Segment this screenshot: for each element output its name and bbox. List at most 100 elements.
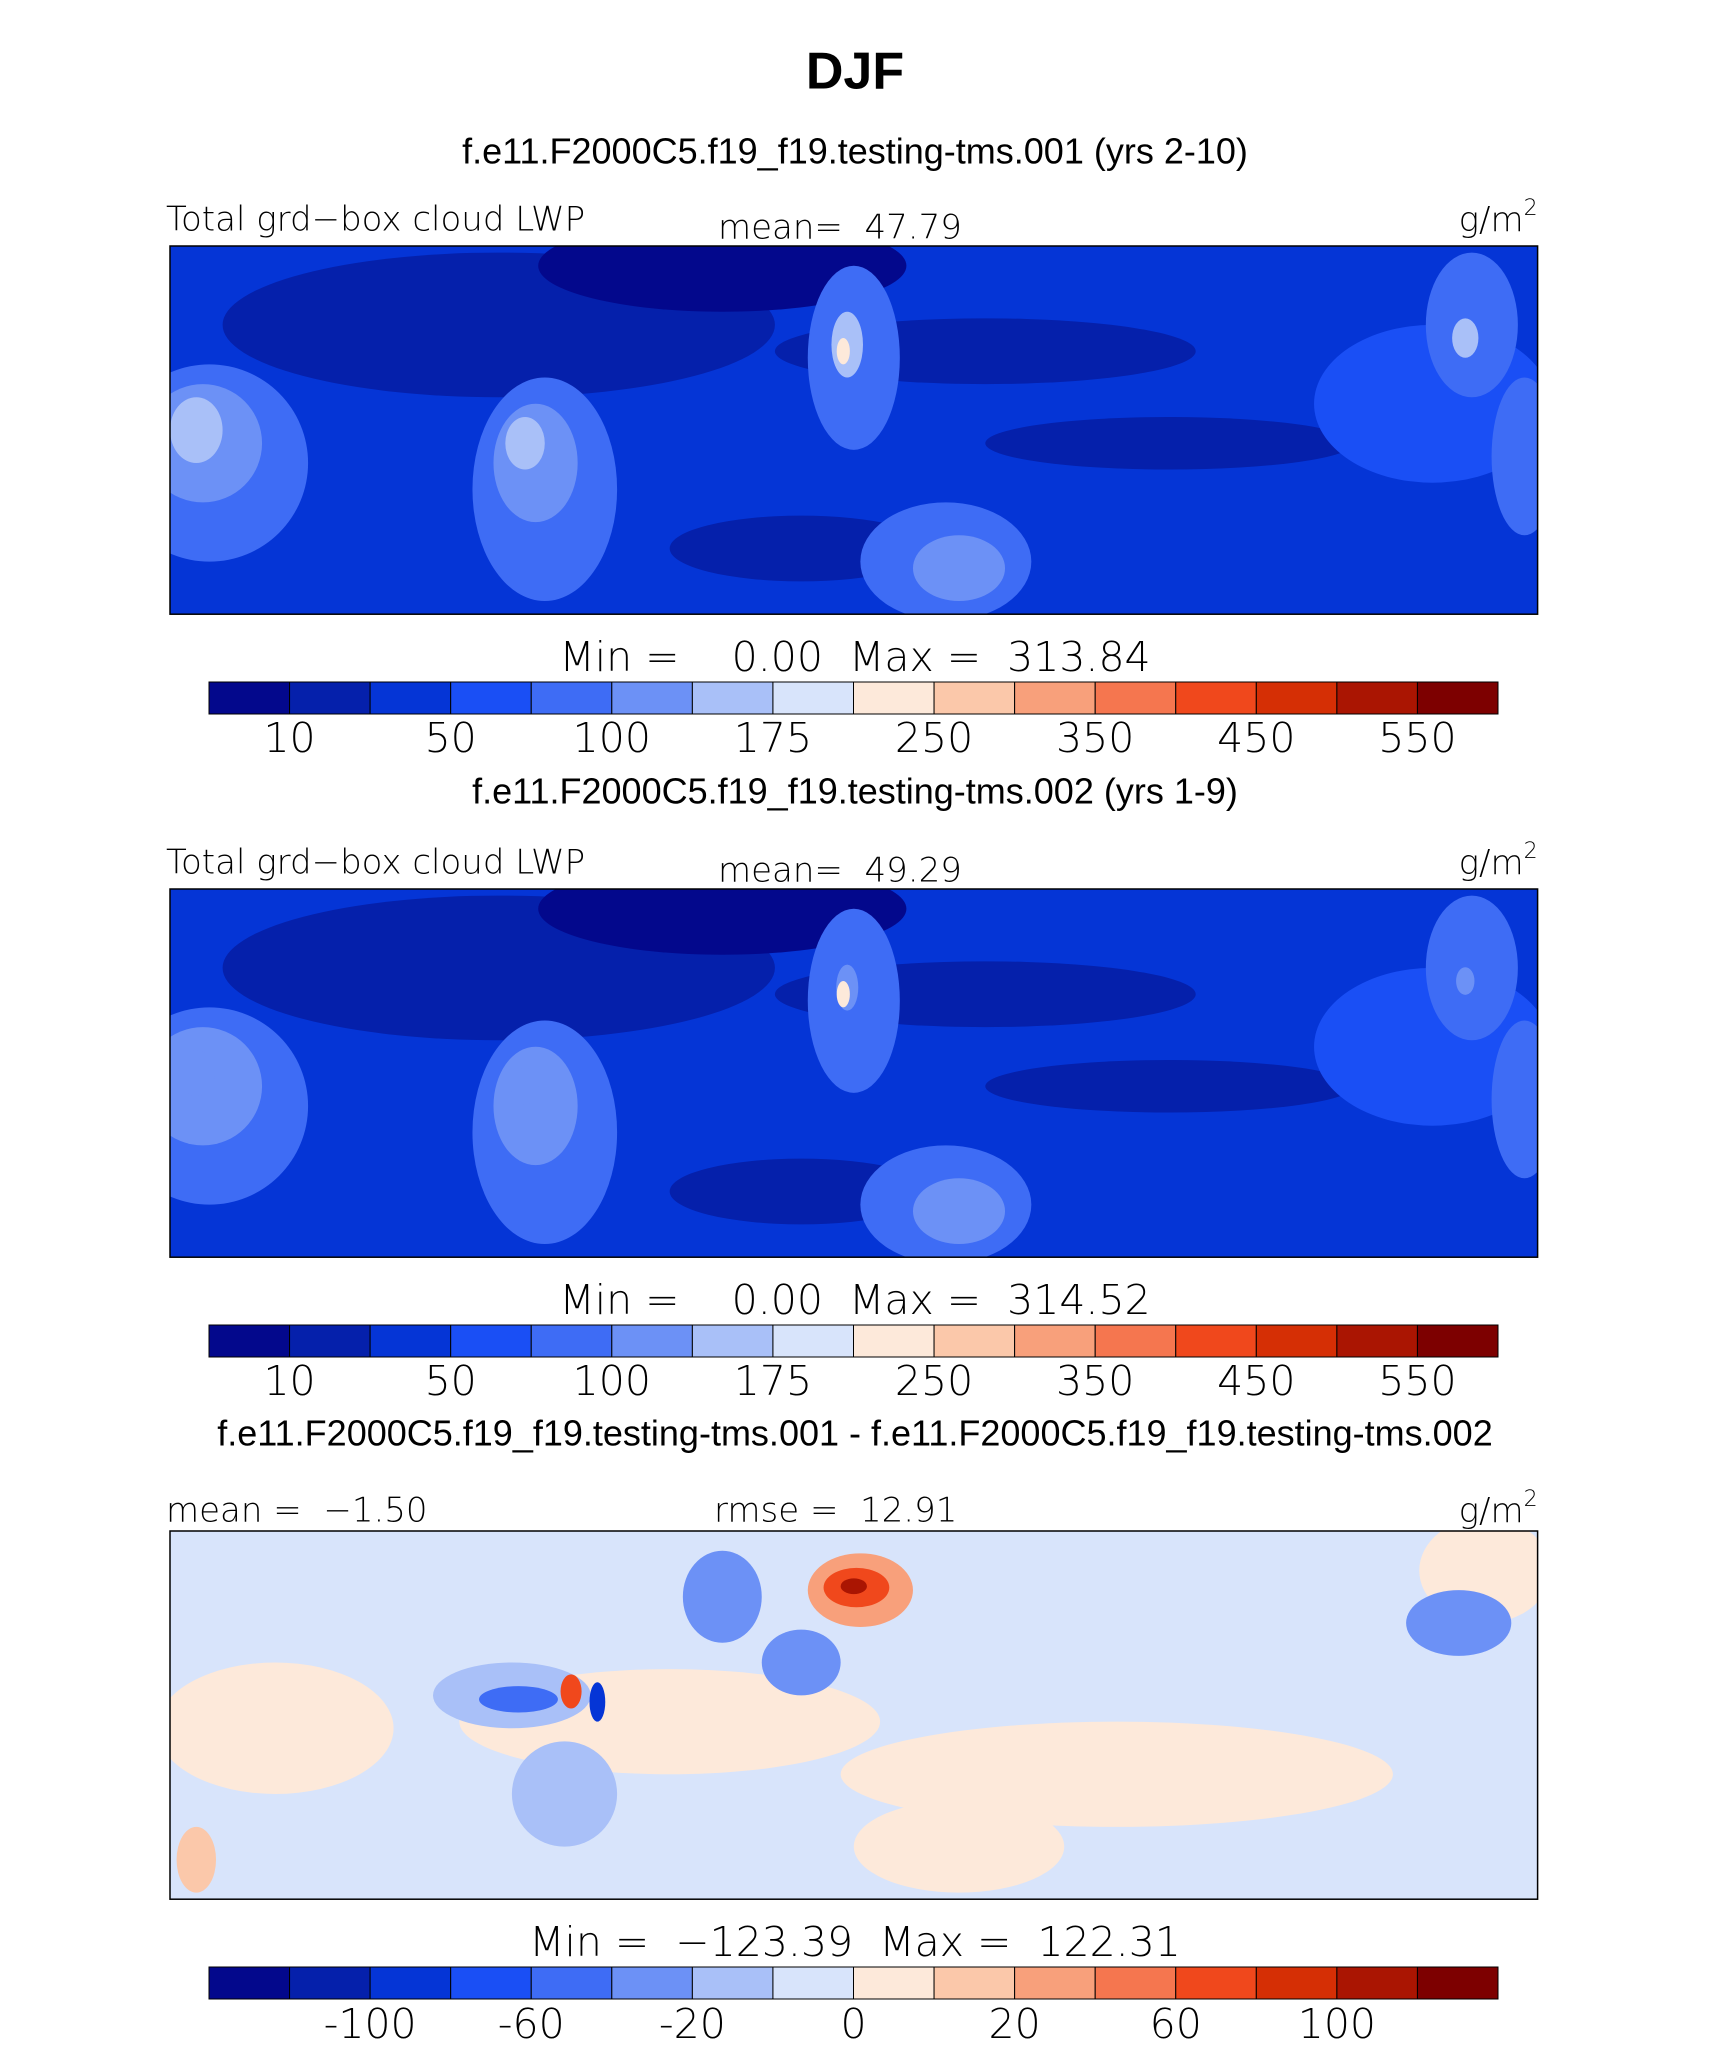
colorbar-box	[933, 681, 1016, 715]
colorbar-box	[853, 1324, 935, 1358]
colorbar-box	[1175, 1966, 1257, 2000]
field-region	[761, 1629, 841, 1696]
field-region	[176, 1826, 217, 1893]
units: g/m	[1459, 1491, 1524, 1531]
units: g/m	[1459, 843, 1524, 883]
colorbar-box	[1014, 1324, 1096, 1358]
map-frame	[169, 1530, 1539, 1900]
units-label: g/m2	[1459, 1487, 1538, 1531]
colorbar-box	[772, 1966, 854, 2000]
map-field	[170, 1531, 1538, 1900]
colorbar-label: -20	[659, 2000, 726, 2048]
panel-subtitle: f.e11.F2000C5.f19_f19.testing-tms.001 (y…	[462, 131, 1248, 172]
field-region	[538, 889, 907, 955]
colorbar-label: 60	[1150, 2000, 1202, 2048]
colorbar-box	[369, 681, 452, 715]
units: g/m	[1459, 200, 1524, 240]
field-region	[912, 1178, 1006, 1245]
field-region	[1491, 377, 1538, 536]
field-region	[853, 1800, 1065, 1893]
colorbar-box	[691, 681, 774, 715]
colorbar-box	[611, 681, 693, 715]
field-region	[840, 1578, 867, 1595]
colorbar-box	[1416, 1966, 1499, 2000]
colorbar-box	[208, 1966, 291, 2000]
left-label: mean = −1.50	[166, 1491, 428, 1531]
colorbar-box	[1255, 1324, 1338, 1358]
colorbar-box	[530, 1324, 613, 1358]
colorbar-box	[369, 1324, 452, 1358]
colorbar-box	[1014, 1966, 1096, 2000]
field-region	[493, 1046, 578, 1166]
left-label: Total grd−box cloud LWP	[166, 843, 585, 883]
colorbar-box	[853, 1966, 935, 2000]
colorbar-label: 10	[263, 714, 315, 762]
field-region	[170, 397, 223, 463]
units-label: g/m2	[1459, 839, 1538, 883]
colorbar-box	[691, 1324, 774, 1358]
colorbar-label: 250	[895, 1357, 973, 1405]
map-field	[170, 889, 1538, 1258]
colorbar-label: 20	[989, 2000, 1041, 2048]
colorbar-label: 550	[1378, 1357, 1456, 1405]
colorbar-box	[530, 1966, 613, 2000]
colorbar-label: 100	[1298, 2000, 1376, 2048]
center-label: mean= 47.79	[718, 208, 962, 248]
colorbar-label: 100	[573, 714, 651, 762]
map-shapes	[170, 889, 1538, 1258]
field-region	[505, 416, 545, 470]
colorbar-label: 0	[840, 2000, 866, 2048]
min-max-label: Min = 0.00 Max = 313.84	[559, 633, 1150, 681]
figure-title: DJF	[806, 43, 904, 101]
field-region	[912, 535, 1006, 602]
field-region	[836, 981, 850, 1008]
colorbar-box	[289, 1966, 371, 2000]
colorbar-box	[1255, 681, 1338, 715]
field-region	[1491, 1020, 1538, 1179]
min-max-label: Min = −123.39 Max = 122.31	[529, 1918, 1181, 1966]
field-region	[1406, 1590, 1512, 1656]
colorbar-label: 450	[1217, 1357, 1295, 1405]
colorbar-box	[450, 1324, 532, 1358]
colorbar-box	[530, 681, 613, 715]
colorbar-label: 250	[895, 714, 973, 762]
colorbar-label: 50	[425, 714, 477, 762]
field-region	[177, 1050, 215, 1097]
field-region	[511, 1067, 539, 1105]
field-region	[170, 1662, 394, 1794]
colorbar-box	[1416, 681, 1499, 715]
colorbar-box	[853, 681, 935, 715]
map-frame	[169, 888, 1539, 1258]
field-region	[560, 1674, 582, 1709]
colorbar-box	[611, 1966, 693, 2000]
field-region	[511, 1741, 618, 1847]
colorbar-box	[933, 1324, 1016, 1358]
colorbar-label: 175	[734, 714, 812, 762]
colorbar-box	[289, 681, 371, 715]
colorbar-box	[772, 1324, 854, 1358]
field-region	[589, 1682, 606, 1722]
colorbar-label: 100	[573, 1357, 651, 1405]
colorbar-label: 10	[263, 1357, 315, 1405]
field-region	[985, 1059, 1354, 1113]
colorbar-box	[450, 1966, 532, 2000]
panel-subtitle: f.e11.F2000C5.f19_f19.testing-tms.002 (y…	[472, 771, 1238, 812]
colorbar-label: 175	[734, 1357, 812, 1405]
field-region	[1425, 895, 1518, 1041]
field-region	[836, 338, 850, 365]
center-label: rmse = 12.91	[714, 1491, 957, 1531]
min-max-label: Min = 0.00 Max = 314.52	[559, 1276, 1150, 1324]
map-field	[170, 246, 1538, 615]
units-superscript: 2	[1524, 1487, 1538, 1512]
colorbar-box	[691, 1966, 774, 2000]
colorbar-box	[933, 1966, 1016, 2000]
map-shapes	[170, 1531, 1538, 1900]
colorbar-label: 550	[1378, 714, 1456, 762]
colorbar-box	[1336, 681, 1418, 715]
colorbar-box	[1175, 681, 1257, 715]
colorbar-label: 50	[425, 1357, 477, 1405]
field-region	[1456, 967, 1475, 995]
units-superscript: 2	[1524, 839, 1538, 864]
panel-subtitle: f.e11.F2000C5.f19_f19.testing-tms.001 - …	[217, 1413, 1492, 1454]
colorbar-box	[1416, 1324, 1499, 1358]
